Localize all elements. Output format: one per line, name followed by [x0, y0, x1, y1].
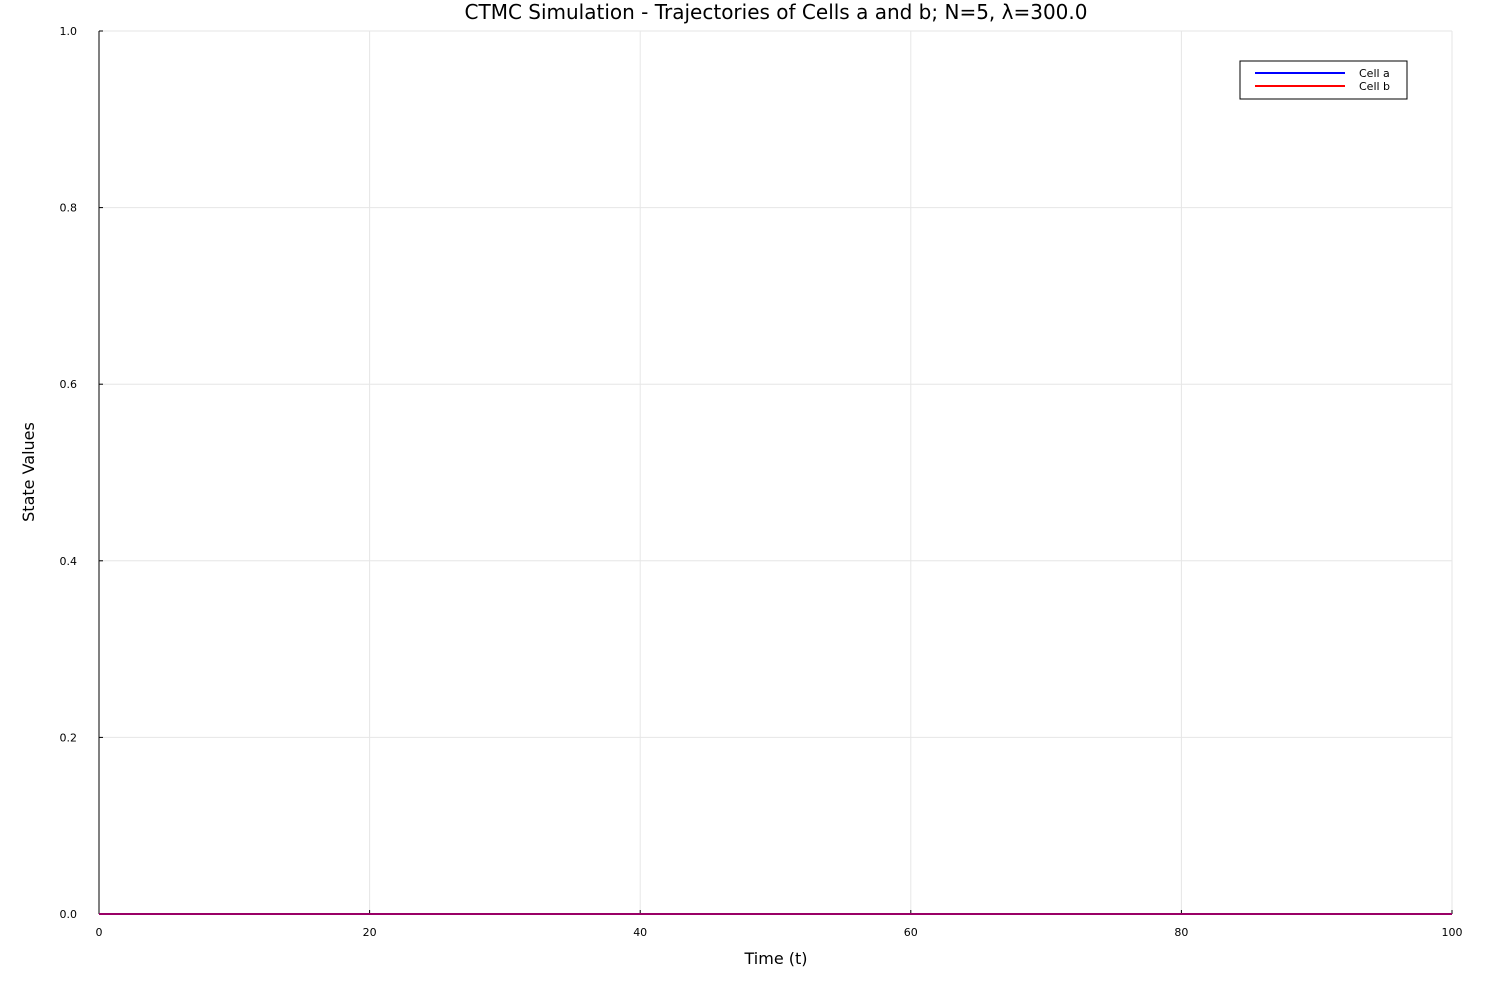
y-tick-label: 0.4	[60, 555, 78, 568]
chart-title: CTMC Simulation - Trajectories of Cells …	[465, 0, 1088, 24]
x-tick-label: 80	[1174, 926, 1188, 939]
y-axis-label: State Values	[19, 422, 38, 522]
y-tick-label: 0.6	[60, 378, 78, 391]
x-tick-label: 60	[904, 926, 918, 939]
x-tick-label: 0	[96, 926, 103, 939]
legend-box	[1239, 60, 1408, 100]
x-axis-label: Time (t)	[744, 949, 808, 968]
x-tick-label: 40	[633, 926, 647, 939]
y-tick-label: 0.0	[60, 908, 78, 921]
y-tick-label: 0.2	[60, 731, 78, 744]
legend-label-cell-b: Cell b	[1359, 80, 1390, 93]
legend: Cell a Cell b	[1239, 60, 1408, 100]
legend-label-cell-a: Cell a	[1359, 67, 1390, 80]
x-tick-label: 20	[363, 926, 377, 939]
x-tick-label: 100	[1442, 926, 1463, 939]
y-tick-label: 1.0	[60, 25, 78, 38]
ticks-layer: 0 20 40 60 80 100 0.0 0.2 0.4 0.6 0.8 1.0	[60, 25, 1463, 939]
y-tick-label: 0.8	[60, 202, 78, 215]
